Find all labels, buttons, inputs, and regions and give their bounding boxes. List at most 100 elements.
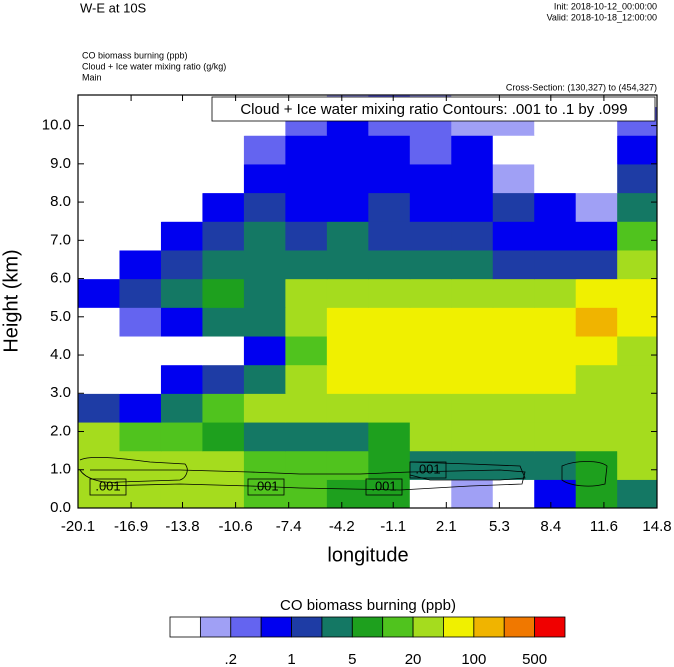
field-cell (78, 393, 121, 423)
field-cell (78, 479, 121, 508)
field-cell (202, 163, 245, 194)
field-cell (202, 364, 245, 394)
colorbar-box (534, 616, 566, 638)
field-cell (78, 106, 121, 136)
field-cell (617, 221, 657, 251)
field-cell (160, 163, 204, 194)
x-tick-label: -13.8 (165, 518, 199, 535)
field-cell (202, 393, 245, 423)
field-cell (617, 192, 657, 222)
field-cell (326, 249, 369, 280)
field-cell (285, 135, 328, 165)
field-cell (368, 393, 411, 423)
field-cell (326, 135, 369, 165)
colorbar-box (321, 616, 353, 638)
field-cell (409, 364, 452, 394)
field-cell (78, 163, 121, 194)
field-cell (617, 307, 657, 337)
colorbar-tick-label: 500 (522, 651, 547, 667)
field-cell (409, 479, 452, 508)
colorbar-tick-label: 5 (348, 651, 356, 667)
field-cell (160, 450, 204, 480)
field-cell (451, 479, 494, 508)
field-cell (285, 307, 328, 337)
field-cell (243, 192, 286, 222)
field-cell (451, 393, 494, 423)
init-time: Init: 2018-10-12_00:00:00 (554, 1, 657, 11)
contour-line (79, 457, 188, 483)
field-cell (326, 450, 369, 480)
field-cell (285, 393, 328, 423)
x-tick-label: -4.2 (329, 518, 355, 535)
field-cell (451, 278, 494, 308)
field-cell (409, 421, 452, 452)
field-cell (160, 393, 204, 423)
field-cell (243, 221, 286, 251)
field-cell (492, 278, 535, 308)
x-axis-label: longitude (327, 544, 408, 566)
field-cell (575, 393, 618, 423)
field-cell (534, 163, 577, 194)
field-cell (617, 450, 657, 480)
field-cell (78, 450, 121, 480)
field-cell (409, 335, 452, 366)
field-cell (160, 249, 204, 280)
colorbar-tick-label: 20 (405, 651, 422, 667)
field-cell (326, 421, 369, 452)
field-cell (243, 278, 286, 308)
plot-frame (77, 94, 658, 509)
field-cell (409, 221, 452, 251)
field-cell (119, 393, 162, 423)
field-cell (451, 221, 494, 251)
field-cell (326, 307, 369, 337)
field-cell (119, 95, 162, 108)
field-cell (368, 450, 411, 480)
field-cell (409, 278, 452, 308)
field-cell (119, 479, 162, 508)
colorbar-box (412, 616, 444, 638)
field-cell (575, 192, 618, 222)
contour-line (409, 461, 526, 481)
field-cell (285, 364, 328, 394)
colorbar-box (291, 616, 323, 638)
cross-section: Cross-Section: (130,327) to (454,327) (506, 82, 657, 92)
y-tick-label: 8.0 (50, 193, 71, 210)
field-cell (78, 278, 121, 308)
field-cell (451, 307, 494, 337)
x-tick-label: -1.1 (380, 518, 406, 535)
y-tick-label: 6.0 (50, 270, 71, 287)
field-cell (202, 192, 245, 222)
field-cell (534, 479, 577, 508)
y-tick-label: 9.0 (50, 155, 71, 172)
y-axis-label: Height (km) (0, 249, 22, 352)
field-cell (202, 450, 245, 480)
field-cell (202, 221, 245, 251)
field-cell (202, 479, 245, 508)
field-cell (285, 163, 328, 194)
field-cell (368, 479, 411, 508)
y-tick-label: 4.0 (50, 346, 71, 363)
field-cell (119, 450, 162, 480)
field-cell (243, 450, 286, 480)
contour-line (90, 469, 526, 491)
field-cell (617, 278, 657, 308)
valid-time: Valid: 2018-10-18_12:00:00 (547, 12, 657, 22)
colorbar-box (169, 616, 201, 638)
y-tick-label: 10.0 (42, 117, 71, 134)
field-cell (326, 192, 369, 222)
field-cell (451, 335, 494, 366)
field (78, 95, 657, 508)
field-cell (368, 163, 411, 194)
field-line: CO biomass burning (ppb) (82, 50, 188, 60)
field-cell (451, 192, 494, 222)
field-cell (368, 335, 411, 366)
field-cell (368, 278, 411, 308)
field-cell (119, 192, 162, 222)
colorbar-box (473, 616, 505, 638)
field-cell (534, 249, 577, 280)
field-cell (326, 479, 369, 508)
field-cell (160, 307, 204, 337)
field-cell (409, 307, 452, 337)
field-cell (451, 135, 494, 165)
field-cell (492, 364, 535, 394)
